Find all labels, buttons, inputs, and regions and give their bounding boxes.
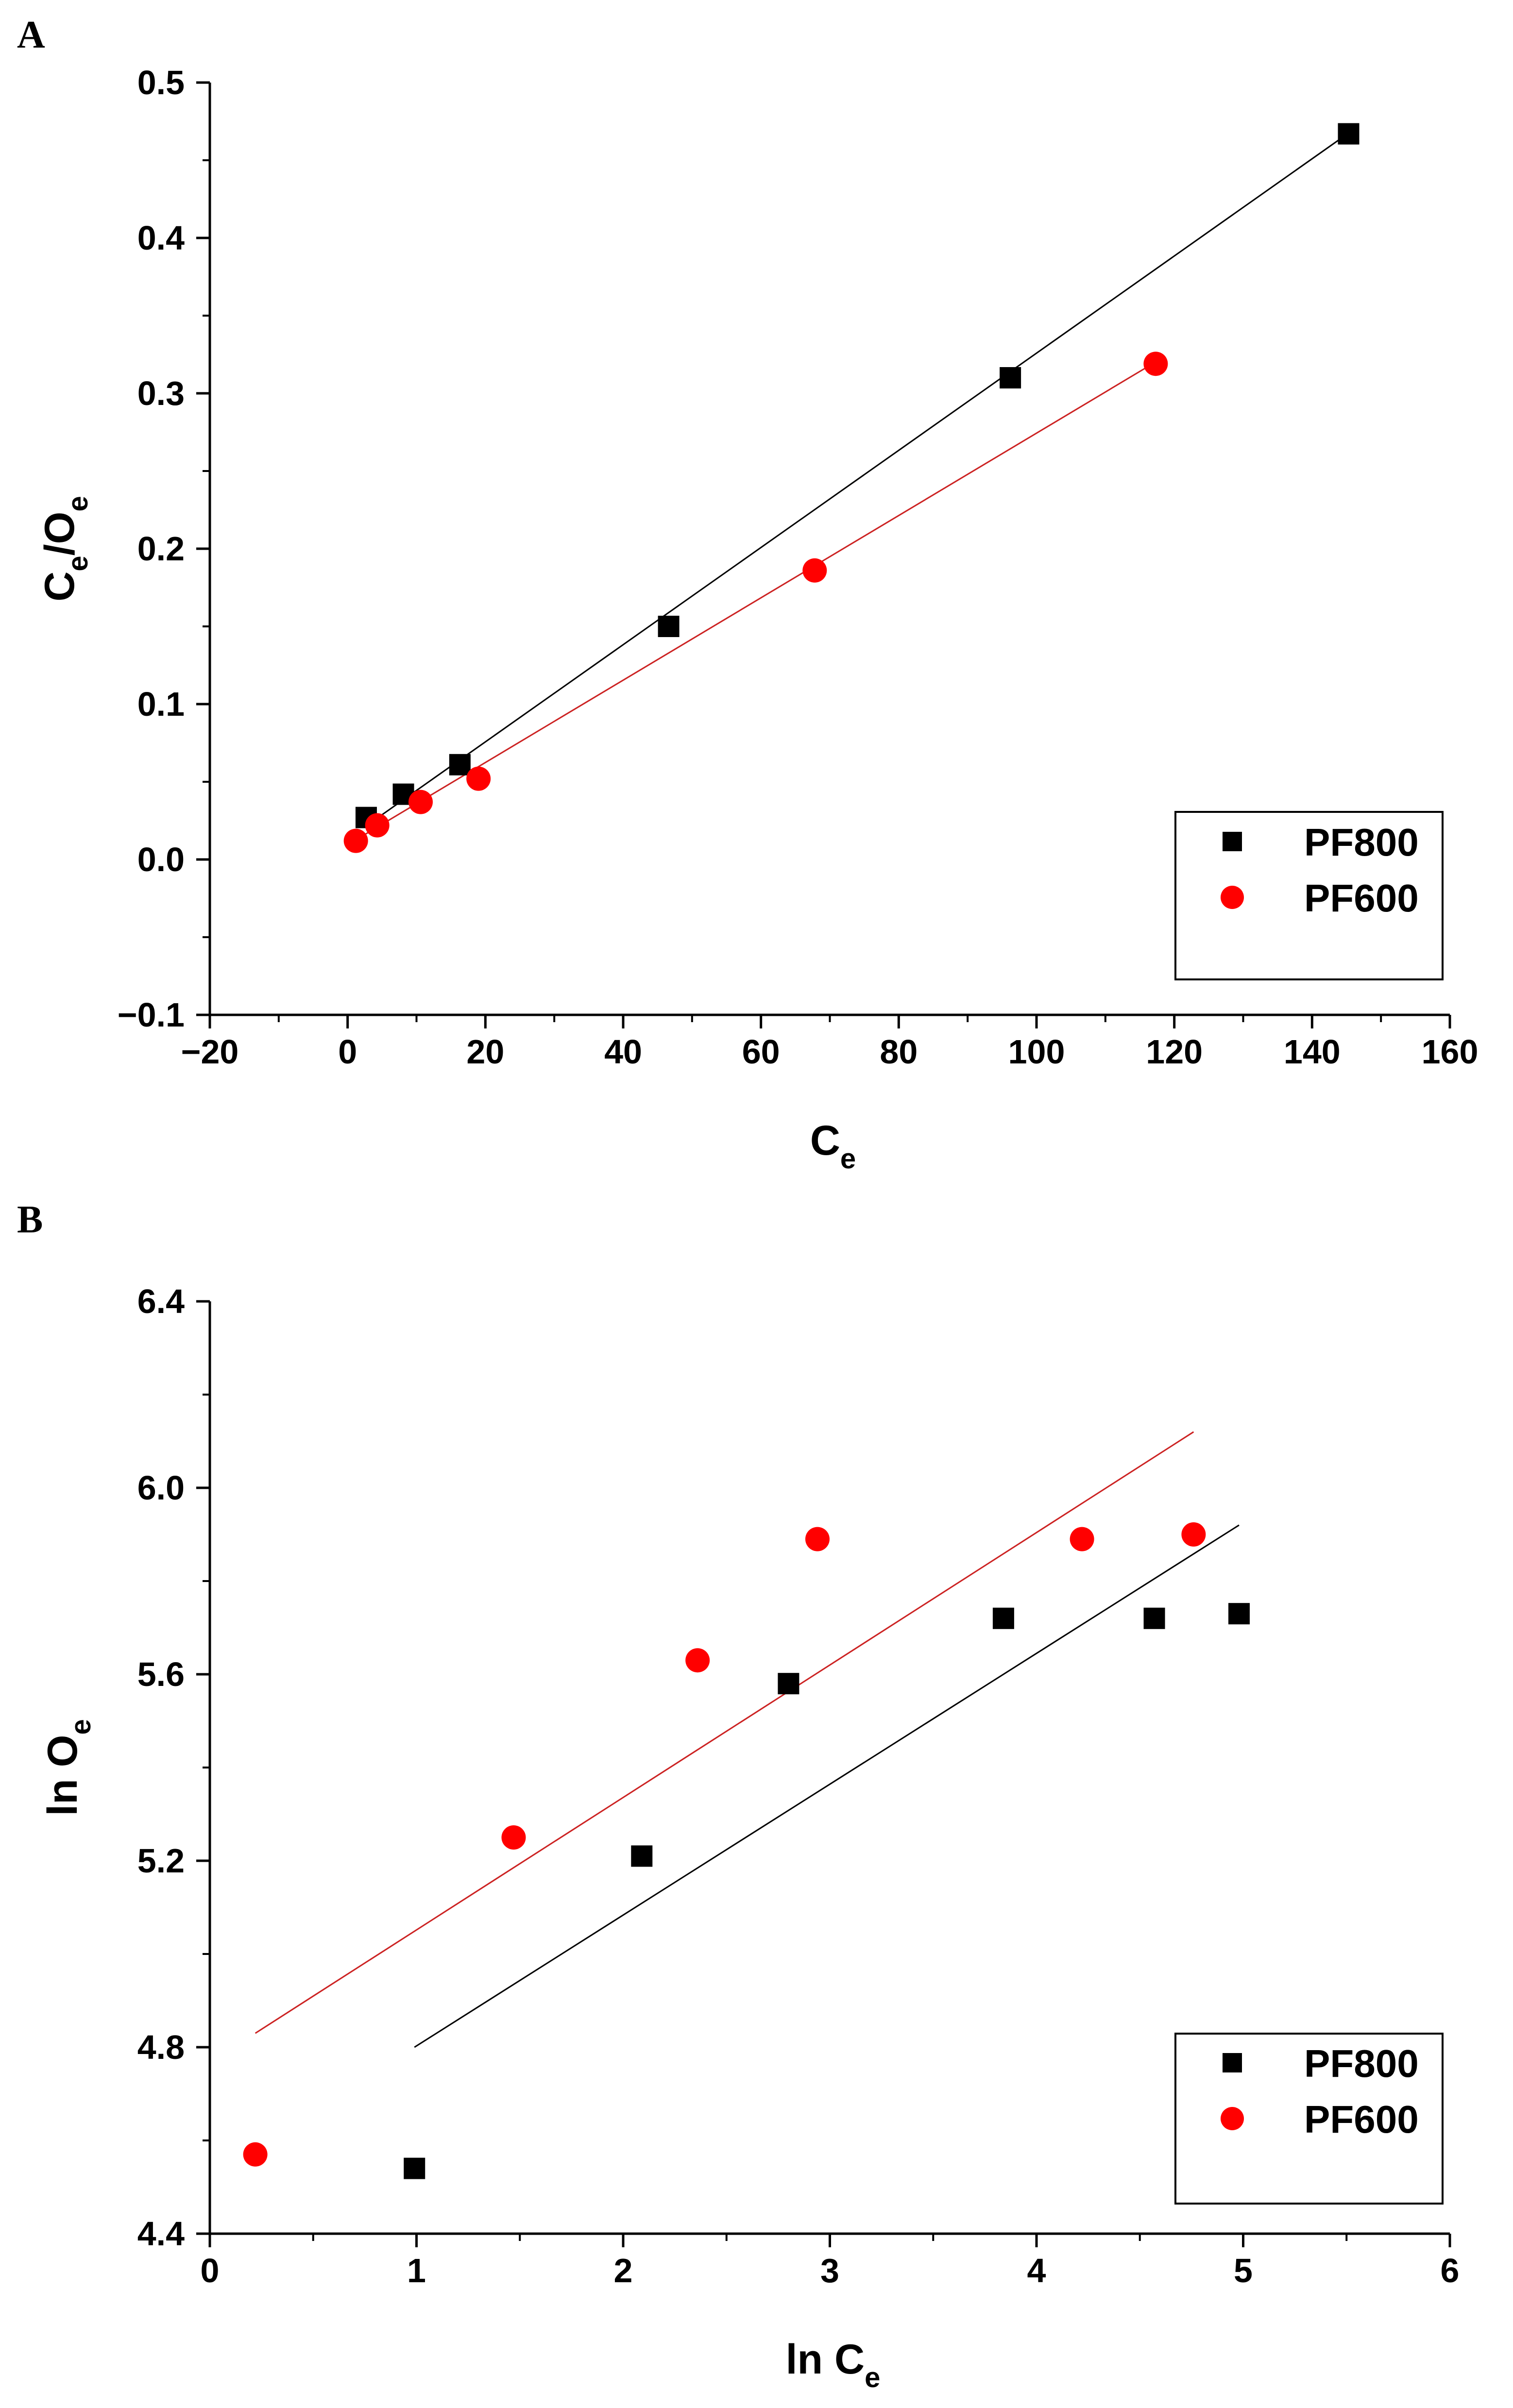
x-tick-label: 6: [1441, 2252, 1460, 2290]
legend-marker-pf600: [1221, 886, 1244, 909]
data-point-pf600: [365, 813, 390, 838]
x-tick-label: 2: [614, 2252, 633, 2290]
legend-marker-pf800: [1223, 2053, 1242, 2072]
legend: PF800 PF600: [1174, 811, 1444, 980]
fit-line-pf600: [255, 1431, 1194, 2034]
data-point-pf800: [778, 1673, 799, 1695]
y-tick-label: 5.6: [137, 1655, 185, 1693]
x-tick-label: 120: [1146, 1033, 1203, 1071]
x-tick-label: 160: [1422, 1033, 1479, 1071]
data-point-pf800: [1228, 1603, 1250, 1625]
y-tick-label: 5.2: [137, 1842, 185, 1880]
x-tick-label: 0: [338, 1033, 357, 1071]
x-tick-label: 100: [1008, 1033, 1065, 1071]
panel-letter: A: [17, 14, 45, 56]
data-point-pf800: [404, 2157, 425, 2179]
legend: PF800 PF600: [1174, 2033, 1444, 2205]
data-point-pf600: [243, 2142, 268, 2167]
x-tick-label: 40: [604, 1033, 642, 1071]
y-tick-label: −0.1: [118, 996, 185, 1034]
x-tick-label: −20: [181, 1033, 239, 1071]
data-point-pf600: [408, 790, 433, 814]
y-tick-label: 0.1: [137, 685, 185, 723]
legend-label-pf600: PF600: [1304, 876, 1419, 920]
data-point-pf800: [1143, 1607, 1165, 1629]
x-tick-label: 0: [201, 2252, 220, 2290]
legend-label-pf600: PF600: [1304, 2098, 1419, 2141]
data-point-pf800: [631, 1845, 653, 1867]
data-point-pf600: [685, 1648, 710, 1673]
x-tick-label: 60: [742, 1033, 780, 1071]
data-point-pf800: [658, 616, 680, 637]
data-point-pf600: [1070, 1527, 1094, 1551]
data-point-pf600: [805, 1527, 830, 1551]
data-point-pf600: [501, 1825, 526, 1850]
x-tick-label: 4: [1027, 2252, 1046, 2290]
fit-line-pf600: [355, 361, 1156, 841]
data-point-pf600: [1181, 1522, 1206, 1547]
data-point-pf800: [449, 754, 471, 775]
x-tick-label: 5: [1234, 2252, 1253, 2290]
y-tick-label: 0.0: [137, 841, 185, 878]
legend-label-pf800: PF800: [1304, 2042, 1419, 2085]
legend-marker-pf800: [1223, 832, 1242, 851]
y-tick-label: 0.2: [137, 530, 185, 568]
legend-marker-pf600: [1221, 2107, 1244, 2130]
x-tick-label: 3: [820, 2252, 839, 2290]
chart-panel-b: B 0 1 2 3 4 5 6 4.4 4.8 5.2 5.6 6.0 6.4 ln Ce ln Oe…: [17, 1198, 1459, 2393]
fit-line-pf800: [366, 132, 1349, 827]
fit-line-pf800: [414, 1524, 1240, 2048]
legend-box: [1174, 811, 1444, 980]
y-tick-label: 0.3: [137, 374, 185, 412]
data-point-pf600: [466, 766, 491, 791]
data-point-pf800: [1338, 123, 1360, 145]
chart-panel-a: A −20 0 20 40 60 80 100 120 140 160 −0.1 0.0 0.1 0.2…: [17, 14, 1478, 1175]
legend-label-pf800: PF800: [1304, 821, 1419, 864]
y-tick-label: 6.0: [137, 1469, 185, 1507]
x-tick-label: 80: [880, 1033, 918, 1071]
y-tick-label: 4.8: [137, 2028, 185, 2066]
x-tick-label: 1: [407, 2252, 426, 2290]
x-tick-label: 20: [466, 1033, 504, 1071]
y-tick-label: 0.5: [137, 64, 185, 101]
x-axis-title: Ce: [810, 1117, 856, 1175]
y-axis-title: Ce/Oe: [36, 496, 94, 601]
y-tick-label: 6.4: [137, 1282, 185, 1320]
y-tick-label: 0.4: [137, 219, 185, 257]
x-tick-label: 140: [1284, 1033, 1341, 1071]
y-axis-title: ln Oe: [39, 1719, 97, 1816]
y-tick-label: 4.4: [137, 2215, 185, 2253]
data-point-pf800: [992, 1607, 1014, 1629]
x-axis-title: ln Ce: [786, 2336, 881, 2393]
data-point-pf600: [343, 828, 368, 853]
data-point-pf600: [1143, 352, 1168, 376]
panel-letter: B: [17, 1198, 43, 1241]
legend-box: [1174, 2033, 1444, 2205]
data-point-pf800: [1000, 367, 1021, 388]
data-point-pf600: [802, 558, 827, 583]
